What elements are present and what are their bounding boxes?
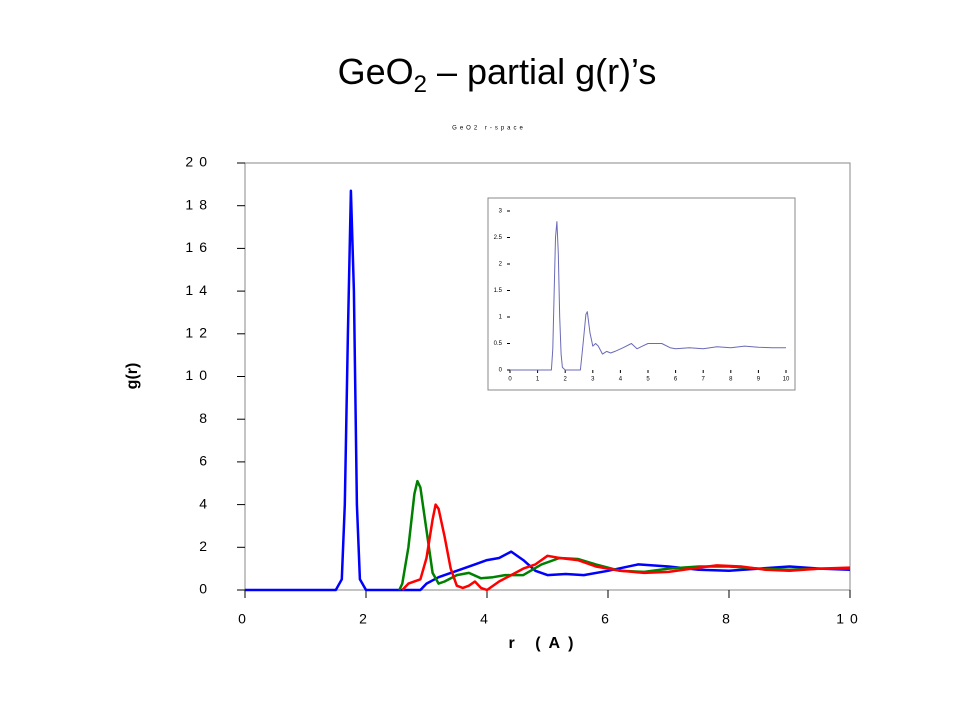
y-tick-label: 2.5 xyxy=(494,235,503,241)
x-tick-label: 8 xyxy=(722,611,736,627)
x-tick-label: 5 xyxy=(646,377,650,383)
y-tick-label: 12 xyxy=(185,325,213,341)
y-tick-label: 3 xyxy=(499,209,503,215)
inset-frame xyxy=(487,197,796,391)
y-tick-label: 0.5 xyxy=(494,341,503,347)
series-line xyxy=(401,503,851,592)
y-tick-label: 0 xyxy=(499,368,503,374)
y-tick-label: 20 xyxy=(185,154,213,170)
y-tick-label: 0 xyxy=(199,581,213,597)
slide-title: GeO2 – partial g(r)’s xyxy=(338,51,657,99)
x-tick-label: 0 xyxy=(238,611,252,627)
x-tick-label: 7 xyxy=(702,377,706,383)
y-tick-label: 1 xyxy=(499,315,503,321)
series-line xyxy=(510,221,786,371)
y-tick-label: 2 xyxy=(499,262,503,268)
title-part: GeO xyxy=(338,51,414,92)
y-tick-label: 4 xyxy=(199,495,213,511)
y-tick-label: 14 xyxy=(185,282,213,298)
y-tick-label: 1.5 xyxy=(494,288,503,294)
x-tick-label: 1 xyxy=(536,377,540,383)
x-tick-label: 6 xyxy=(601,611,615,627)
chart-subtitle: GeO2 r-space xyxy=(452,126,526,132)
y-tick-label: 10 xyxy=(185,367,213,383)
title-subscript: 2 xyxy=(414,71,427,98)
y-axis-label: g(r) xyxy=(124,363,141,390)
y-tick-label: 2 xyxy=(199,538,213,554)
x-tick-label: 4 xyxy=(480,611,494,627)
x-tick-label: 8 xyxy=(729,377,733,383)
x-tick-label: 6 xyxy=(674,377,678,383)
y-tick-label: 8 xyxy=(199,410,213,426)
x-tick-label: 3 xyxy=(591,377,595,383)
y-tick-label: 18 xyxy=(185,196,213,212)
x-tick-label: 9 xyxy=(757,377,761,383)
y-tick-label: 6 xyxy=(199,453,213,469)
x-tick-label: 10 xyxy=(836,611,864,627)
x-tick-label: 2 xyxy=(564,377,568,383)
x-tick-label: 0 xyxy=(508,377,512,383)
series-line xyxy=(398,479,850,591)
x-tick-label: 2 xyxy=(359,611,373,627)
y-tick-label: 16 xyxy=(185,239,213,255)
title-part: – partial g(r)’s xyxy=(427,51,656,92)
x-axis-label: r (A) xyxy=(509,635,582,652)
x-tick-label: 10 xyxy=(783,377,790,383)
x-tick-label: 4 xyxy=(619,377,623,383)
